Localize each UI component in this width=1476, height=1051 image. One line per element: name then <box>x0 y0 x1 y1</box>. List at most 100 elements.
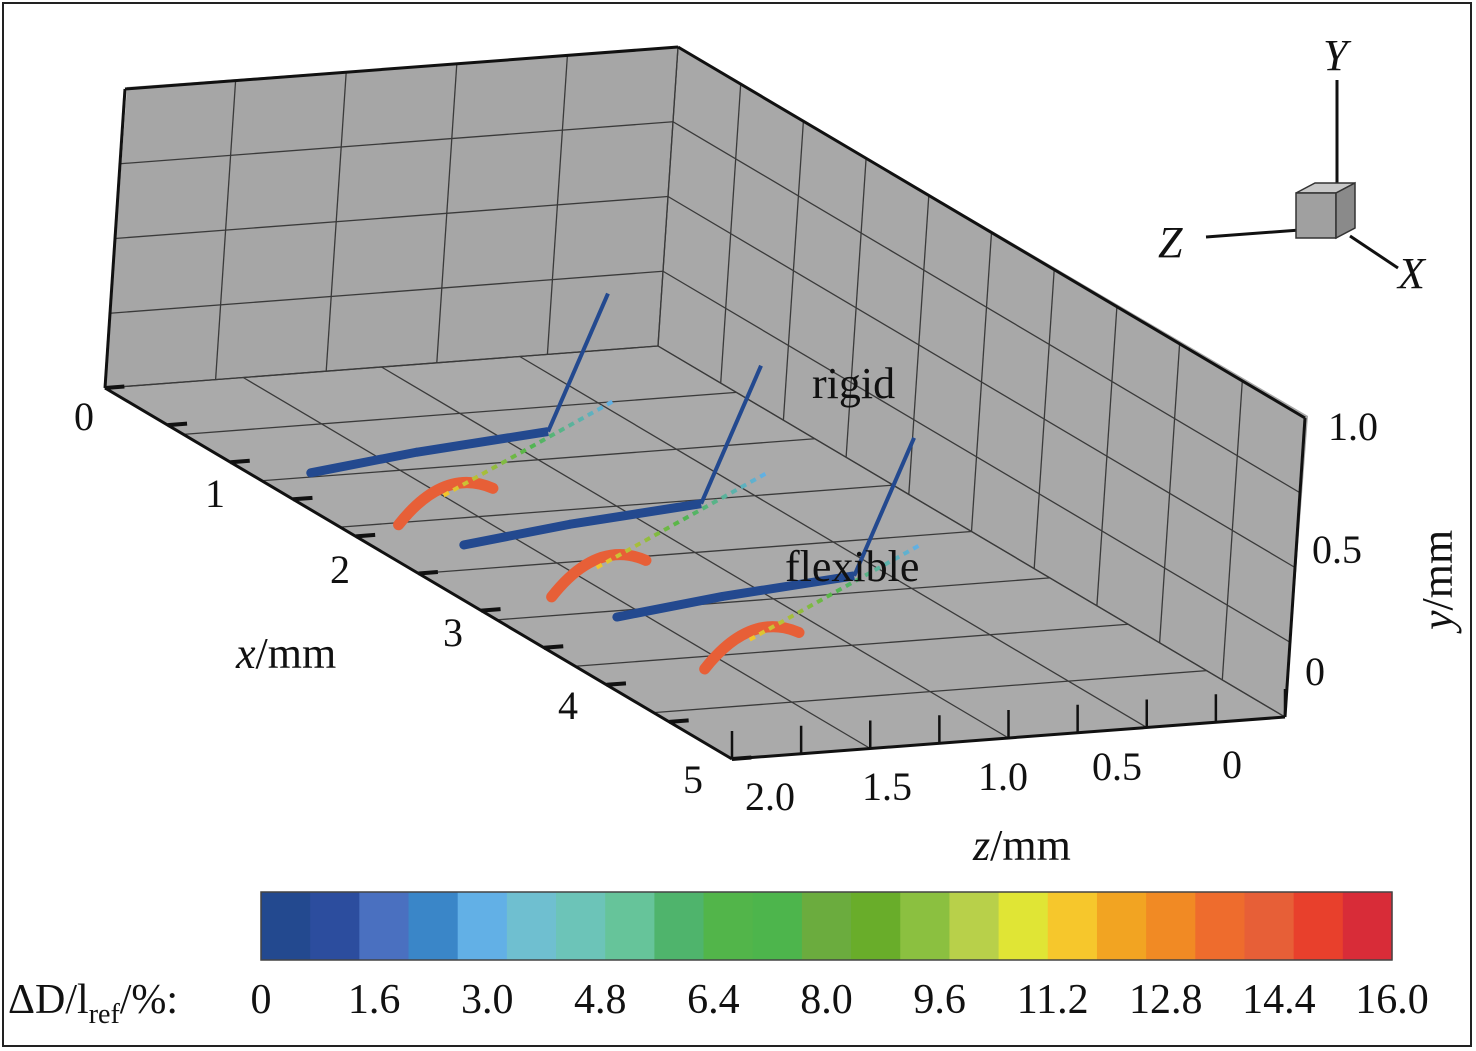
x-tick-mark <box>418 570 439 576</box>
rigid-fiber-arm <box>852 437 916 577</box>
colorbar-segment <box>654 892 705 960</box>
edge-top-side <box>677 45 1306 420</box>
side-grid-y <box>672 121 1301 494</box>
x-tick-mark <box>167 421 188 428</box>
x-axis-label: x/mm <box>235 629 336 678</box>
colorbar-segment <box>900 892 951 960</box>
colorbar <box>261 892 1393 960</box>
floor-grid-z <box>242 376 871 750</box>
rigid-fiber-arm <box>699 364 763 505</box>
floor-grid-z <box>519 355 1148 729</box>
colorbar-segment <box>1096 892 1147 960</box>
floor-grid-z <box>381 366 1009 739</box>
z-tick-1.0: 1.0 <box>978 754 1028 799</box>
x-tick-3: 3 <box>443 610 463 655</box>
triad-label-z: Z <box>1158 218 1183 267</box>
flexible-fiber <box>699 621 805 675</box>
side-wall <box>658 47 1308 717</box>
colorbar-tick-labels: 0 1.6 3.0 4.8 6.4 8.0 9.6 11.2 12.8 14.4 16.0 <box>251 977 1429 1023</box>
x-tick-1: 1 <box>205 471 225 516</box>
rigid-fiber-joint <box>415 427 549 457</box>
back-grid-y <box>104 345 659 389</box>
colorbar-segment <box>1195 892 1246 960</box>
x-tick-5: 5 <box>683 757 703 802</box>
z-tick-labels: 2.0 1.5 1.0 0.5 0 <box>745 742 1242 819</box>
flexible-fiber <box>546 549 652 603</box>
x-tick-labels: 0 1 2 3 4 5 <box>74 394 703 802</box>
colorbar-tick: 0 <box>251 977 272 1023</box>
orientation-triad: Y Z X <box>1158 31 1427 298</box>
colorbar-tick: 8.0 <box>800 977 853 1023</box>
colorbar-segment <box>1047 892 1098 960</box>
colorbar-tick: 4.8 <box>574 977 627 1023</box>
colorbar-segment <box>359 892 410 960</box>
colorbar-tick: 11.2 <box>1017 977 1089 1023</box>
colorbar-segment <box>949 892 1000 960</box>
colorbar-segment <box>851 892 901 960</box>
annotation-rigid: rigid <box>812 359 895 408</box>
colorbar-segment <box>457 892 508 960</box>
x-tick-mark <box>292 495 313 502</box>
colorbar-segment <box>310 892 360 960</box>
side-grid-y <box>657 345 1286 718</box>
colorbar-tick: 6.4 <box>687 977 740 1023</box>
colorbar-segment <box>998 892 1049 960</box>
x-tick-mark <box>669 718 689 724</box>
x-tick-mark <box>731 755 752 761</box>
edge-right <box>1283 417 1307 718</box>
x-tick-mark <box>543 644 564 650</box>
rigid-fiber-joint <box>568 499 702 529</box>
z-tick-1.5: 1.5 <box>862 764 912 809</box>
triad-cube-front <box>1295 192 1337 239</box>
y-tick-labels: 1.0 0.5 0 <box>1305 404 1378 694</box>
colorbar-label: ΔD/lref/%: <box>8 977 178 1030</box>
colorbar-tick: 12.8 <box>1129 977 1203 1023</box>
x-tick-mark <box>606 681 627 687</box>
flexible-fiber <box>393 476 499 531</box>
y-tick-1.0: 1.0 <box>1328 404 1378 449</box>
triad-label-x: X <box>1396 249 1427 298</box>
x-tick-mark <box>481 607 501 613</box>
back-grid-y <box>114 195 669 240</box>
annotation-flexible: flexible <box>785 542 919 591</box>
y-axis-label: y/mm <box>1413 530 1462 634</box>
colorbar-segment <box>1244 892 1295 960</box>
x-tick-0: 0 <box>74 394 94 439</box>
y-tick-0: 0 <box>1305 649 1325 694</box>
z-tick-2.0: 2.0 <box>745 774 795 819</box>
rigid-fiber-base <box>612 591 727 622</box>
back-grid-y <box>109 270 664 314</box>
colorbar-segment <box>752 892 803 960</box>
x-tick-mark <box>104 384 125 390</box>
colorbar-segment <box>801 892 852 960</box>
grid-lines <box>104 46 1306 760</box>
y-tick-0.5: 0.5 <box>1312 527 1362 572</box>
colorbar-tick: 1.6 <box>348 977 401 1023</box>
z-axis-label: z/mm <box>972 821 1071 870</box>
tick-marks <box>104 384 1287 761</box>
colorbar-segment <box>556 892 606 960</box>
fiber-group <box>306 292 920 675</box>
edge-top-back <box>124 45 679 91</box>
colorbar-segment <box>506 892 557 960</box>
colorbar-tick: 16.0 <box>1355 977 1429 1023</box>
colorbar-segment <box>1293 892 1344 960</box>
triad-cube-side <box>1335 181 1356 240</box>
x-tick-mark <box>230 458 250 465</box>
colorbar-segment <box>408 892 459 960</box>
rigid-fiber-arm <box>546 292 610 433</box>
edge-left <box>103 88 127 389</box>
colorbar-tick: 9.6 <box>913 977 966 1023</box>
colorbar-segment <box>1146 892 1196 960</box>
rigid-fiber-joint <box>721 571 855 601</box>
x-tick-4: 4 <box>558 683 578 728</box>
triad-label-y: Y <box>1323 31 1352 80</box>
colorbar-segment <box>1342 892 1393 960</box>
side-grid-y <box>667 195 1296 569</box>
side-grid-y <box>662 270 1291 643</box>
x-tick-2: 2 <box>330 547 350 592</box>
colorbar-segment <box>703 892 754 960</box>
z-tick-0: 0 <box>1222 742 1242 787</box>
colorbar-outline <box>260 891 1393 961</box>
